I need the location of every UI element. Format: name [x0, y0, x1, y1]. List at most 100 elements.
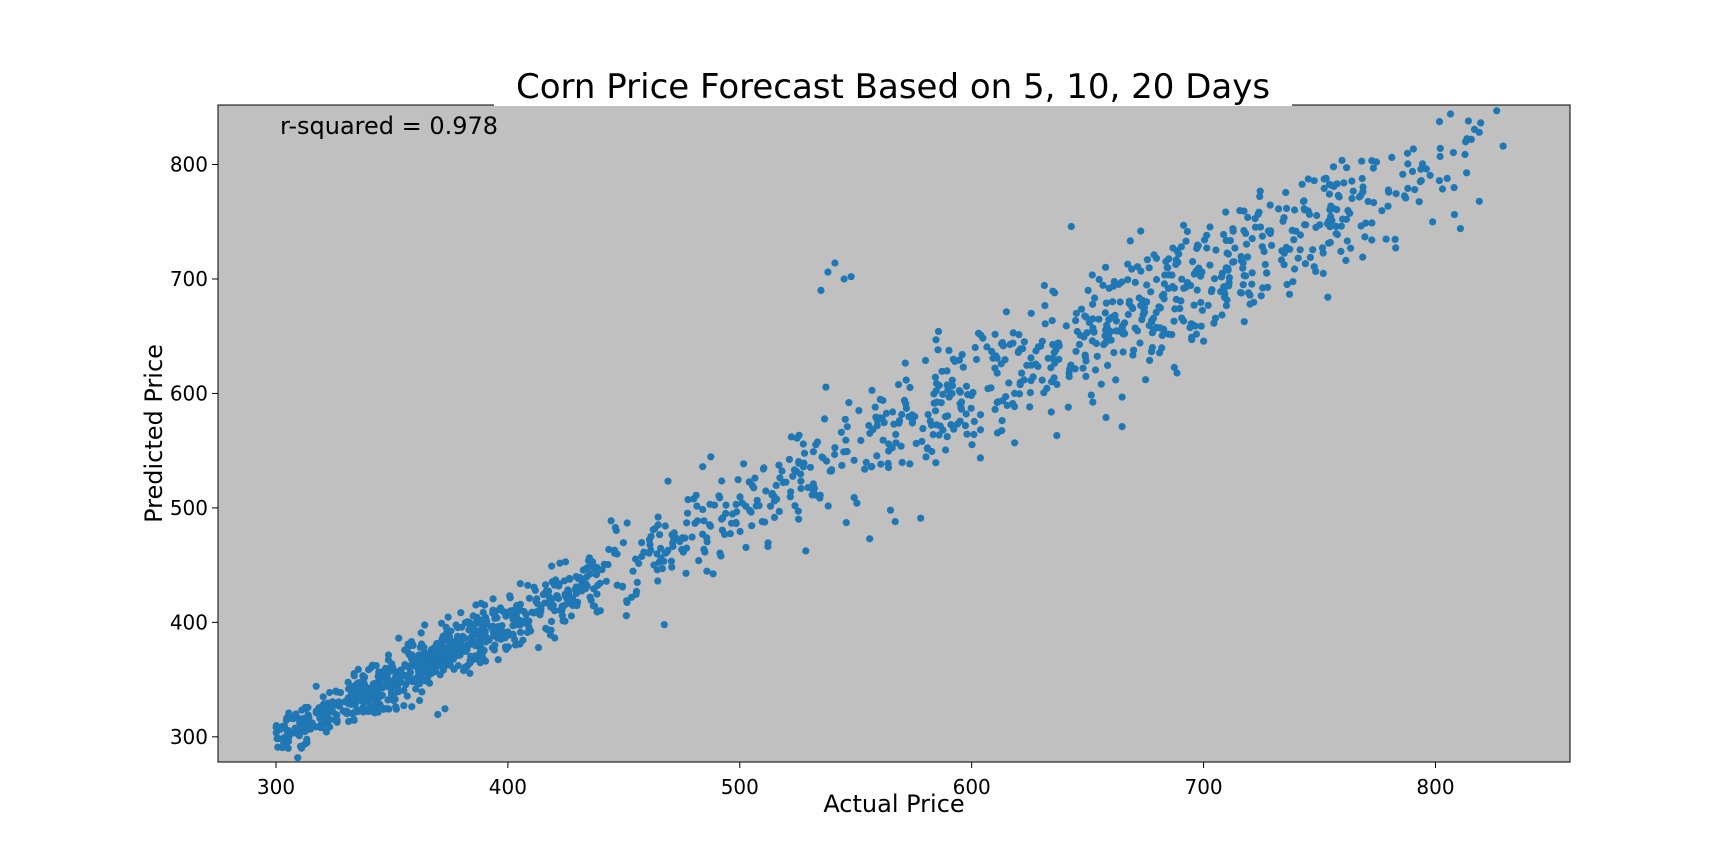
scatter-point: [775, 507, 783, 515]
scatter-point: [1309, 246, 1317, 254]
scatter-point: [1275, 205, 1283, 213]
scatter-point: [390, 696, 398, 705]
scatter-point: [567, 612, 576, 620]
scatter-point: [970, 430, 978, 439]
scatter-point: [1152, 275, 1161, 284]
scatter-point: [1236, 289, 1245, 297]
scatter-point: [1435, 118, 1444, 126]
scatter-point: [693, 502, 701, 510]
scatter-point: [1296, 246, 1304, 254]
scatter-point: [375, 668, 383, 676]
scatter-point: [376, 703, 384, 711]
scatter-point: [873, 422, 881, 430]
scatter-point: [498, 622, 506, 630]
scatter-point: [1102, 299, 1110, 307]
scatter-point: [1288, 226, 1296, 234]
scatter-point: [412, 685, 420, 693]
scatter-point: [1443, 174, 1451, 182]
scatter-point: [726, 530, 734, 538]
scatter-point: [766, 502, 775, 510]
scatter-point: [1310, 177, 1318, 185]
scatter-point: [303, 739, 311, 747]
scatter-point: [658, 565, 667, 573]
scatter-point: [632, 555, 640, 563]
scatter-point: [1119, 348, 1127, 356]
scatter-point: [561, 558, 570, 566]
scatter-point: [1211, 314, 1220, 322]
scatter-point: [1110, 277, 1118, 286]
scatter-point: [1105, 284, 1113, 292]
scatter-point: [1197, 298, 1205, 307]
scatter-point: [1211, 275, 1219, 283]
scatter-point: [795, 515, 803, 523]
scatter-point: [1212, 246, 1220, 254]
scatter-point: [457, 609, 465, 617]
scatter-point: [813, 438, 822, 446]
scatter-point: [428, 652, 436, 660]
scatter-point: [351, 700, 359, 708]
scatter-point: [593, 590, 601, 598]
scatter-point: [1346, 209, 1354, 217]
scatter-point: [1026, 389, 1034, 397]
scatter-point: [453, 649, 461, 658]
scatter-point: [1087, 391, 1095, 399]
scatter-point: [740, 460, 748, 468]
scatter-point: [991, 330, 999, 338]
scatter-point: [571, 585, 579, 594]
scatter-point: [517, 628, 525, 636]
scatter-point: [1062, 322, 1070, 330]
scatter-point: [857, 436, 865, 445]
scatter-point: [882, 409, 891, 417]
scatter-point: [516, 600, 525, 608]
scatter-point: [1391, 235, 1399, 243]
scatter-point: [548, 578, 556, 586]
scatter-point: [760, 464, 768, 472]
scatter-point: [1264, 227, 1272, 235]
x-tick-label: 800: [1416, 775, 1454, 799]
scatter-point: [1251, 215, 1259, 223]
scatter-point: [1256, 187, 1264, 195]
scatter-point: [510, 606, 518, 614]
scatter-point: [408, 703, 416, 711]
scatter-point: [967, 404, 975, 412]
scatter-point: [1222, 302, 1230, 310]
scatter-point: [1244, 253, 1252, 261]
scatter-point: [1027, 361, 1035, 369]
scatter-point: [974, 329, 983, 337]
scatter-point: [1456, 225, 1464, 233]
scatter-point: [493, 614, 501, 622]
scatter-point: [438, 619, 446, 627]
scatter-point: [1301, 260, 1309, 268]
scatter-point: [1168, 331, 1176, 339]
scatter-point: [1296, 231, 1304, 239]
scatter-point: [1240, 227, 1248, 235]
scatter-point: [1364, 197, 1372, 206]
scatter-point: [1206, 261, 1214, 269]
scatter-point: [422, 649, 431, 658]
scatter-point: [1047, 364, 1055, 372]
scatter-point: [524, 581, 532, 589]
scatter-point: [998, 339, 1007, 347]
scatter-point: [1082, 372, 1090, 380]
scatter-point: [1054, 339, 1062, 347]
scatter-point: [523, 628, 532, 637]
scatter-point: [1092, 339, 1100, 348]
scatter-point: [706, 500, 714, 508]
scatter-point: [926, 417, 934, 425]
scatter-point: [853, 499, 861, 507]
scatter-point: [647, 532, 655, 540]
scatter-point: [1124, 276, 1132, 284]
scatter-point: [971, 343, 979, 352]
scatter-point: [390, 691, 398, 699]
scatter-point: [1121, 330, 1129, 338]
scatter-point: [736, 527, 744, 536]
scatter-point: [424, 665, 432, 674]
scatter-point: [438, 662, 446, 670]
scatter-point: [501, 643, 509, 651]
scatter-point: [1116, 298, 1124, 306]
scatter-point: [607, 517, 615, 525]
scatter-point: [1147, 288, 1155, 296]
scatter-point: [421, 621, 429, 629]
scatter-point: [1038, 376, 1046, 384]
scatter-point: [955, 387, 963, 395]
